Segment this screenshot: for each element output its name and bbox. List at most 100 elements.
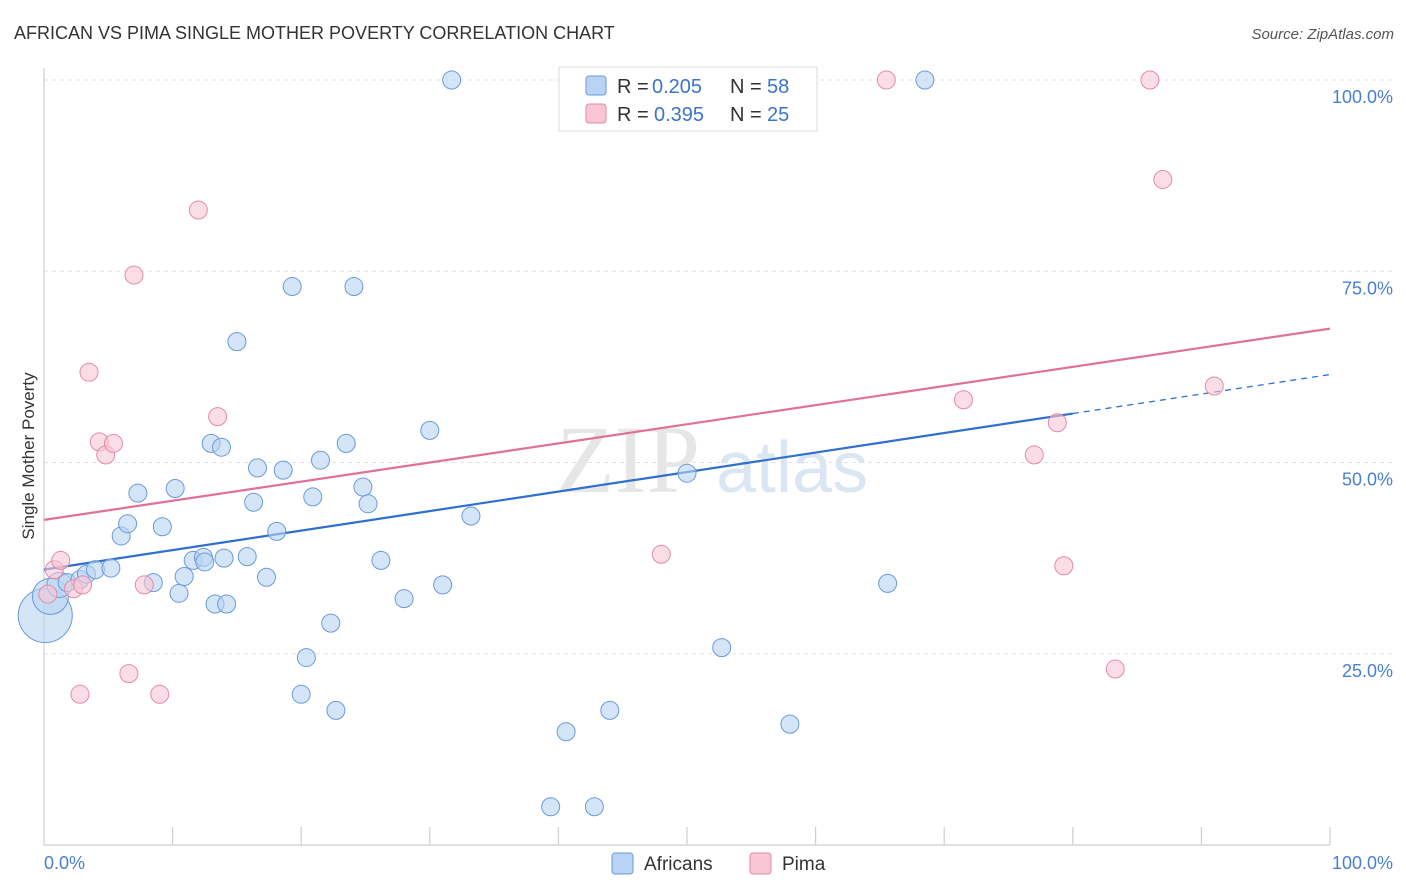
africans-point-23 xyxy=(214,548,234,568)
africans-point-26 xyxy=(244,492,264,512)
trend-line-africans-extension xyxy=(1072,373,1331,415)
legend-r-value-africans: 0.205 xyxy=(652,76,702,98)
chart-title: AFRICAN VS PIMA SINGLE MOTHER POVERTY CO… xyxy=(14,23,615,43)
africans-point-51 xyxy=(600,700,620,720)
legend-n-value-africans: 58 xyxy=(767,76,789,98)
africans-point-7 xyxy=(101,558,121,578)
pima-point-13 xyxy=(150,684,170,704)
africans-point-48 xyxy=(541,797,561,817)
pima-point-2 xyxy=(51,550,71,570)
chart-source: Source: ZipAtlas.com xyxy=(1251,26,1394,43)
africans-point-33 xyxy=(296,648,316,668)
africans-point-12 xyxy=(152,517,172,537)
x-axis-ticks xyxy=(172,827,1331,845)
pima-point-17 xyxy=(876,70,896,90)
legend-swatch-africans xyxy=(585,75,607,96)
y-tick-label-25: 25.0% xyxy=(1342,661,1393,681)
pima-point-21 xyxy=(1054,556,1074,576)
pima-point-5 xyxy=(73,575,93,595)
y-tick-label-50: 50.0% xyxy=(1342,470,1393,490)
africans-point-38 xyxy=(336,433,356,453)
pima-point-16 xyxy=(651,544,671,564)
bottom-legend-swatch-africans xyxy=(611,852,634,875)
legend-box: R = 0.205 N = 58 R = 0.395 N = 25 xyxy=(558,66,818,132)
africans-point-28 xyxy=(256,567,276,587)
africans-point-21 xyxy=(217,594,237,614)
bottom-legend: Africans Pima xyxy=(611,852,826,875)
africans-point-24 xyxy=(227,332,247,352)
africans-point-36 xyxy=(321,613,341,633)
africans-point-34 xyxy=(303,487,323,507)
africans-point-10 xyxy=(128,483,148,503)
africans-point-43 xyxy=(394,589,414,609)
pima-point-19 xyxy=(1024,445,1044,465)
pima-point-11 xyxy=(124,265,144,285)
x-tick-label-max: 100.0% xyxy=(1332,853,1393,873)
pima-point-6 xyxy=(79,362,99,382)
pima-point-9 xyxy=(103,433,123,453)
bottom-legend-label-africans: Africans xyxy=(644,854,713,875)
legend-n-value-pima: 25 xyxy=(767,104,789,126)
trend-line-pima xyxy=(43,327,1331,521)
legend-n-label-pima: N = xyxy=(730,104,762,126)
bottom-legend-swatch-pima xyxy=(749,852,772,875)
pima-point-18 xyxy=(953,390,973,410)
watermark-zip: ZIP xyxy=(556,406,700,513)
africans-point-39 xyxy=(344,277,364,297)
y-axis-label: Single Mother Poverty xyxy=(19,372,38,540)
africans-point-29 xyxy=(267,521,287,541)
africans-points xyxy=(17,70,935,817)
pima-point-15 xyxy=(208,407,228,427)
africans-point-44 xyxy=(420,420,440,440)
africans-point-54 xyxy=(780,714,800,734)
trend-line-africans xyxy=(43,412,1073,571)
africans-point-32 xyxy=(291,684,311,704)
pima-points xyxy=(38,70,1224,704)
africans-point-20 xyxy=(211,437,231,457)
africans-point-57 xyxy=(915,70,935,90)
africans-point-47 xyxy=(461,506,481,526)
africans-point-35 xyxy=(310,450,330,470)
africans-point-41 xyxy=(358,494,378,514)
trend-lines xyxy=(43,327,1331,571)
pima-point-4 xyxy=(70,684,90,704)
bottom-legend-label-pima: Pima xyxy=(782,854,826,875)
pima-point-10 xyxy=(119,664,139,684)
africans-point-30 xyxy=(273,460,293,480)
africans-point-31 xyxy=(282,277,302,297)
legend-r-label-africans: R = xyxy=(617,76,649,98)
africans-point-40 xyxy=(353,477,373,497)
pima-point-24 xyxy=(1153,169,1173,189)
pima-point-12 xyxy=(134,575,154,595)
legend-swatch-pima xyxy=(585,103,607,124)
africans-point-37 xyxy=(326,700,346,720)
africans-point-53 xyxy=(712,638,732,658)
pima-point-23 xyxy=(1140,70,1160,90)
legend-r-label-pima: R = xyxy=(617,104,649,126)
africans-point-13 xyxy=(165,479,185,499)
africans-point-15 xyxy=(174,566,194,586)
pima-point-22 xyxy=(1105,659,1125,679)
africans-point-56 xyxy=(878,573,898,593)
africans-point-27 xyxy=(247,458,267,478)
africans-point-45 xyxy=(433,575,453,595)
pima-point-14 xyxy=(188,200,208,220)
pima-point-0 xyxy=(38,584,58,604)
y-tick-label-75: 75.0% xyxy=(1342,278,1393,298)
legend-r-value-pima: 0.395 xyxy=(654,104,704,126)
pima-point-20 xyxy=(1047,413,1067,433)
gridlines xyxy=(44,79,1392,655)
legend-n-label-africans: N = xyxy=(730,76,762,98)
pima-point-25 xyxy=(1204,376,1224,396)
africans-point-46 xyxy=(442,70,462,90)
y-tick-label-100: 100.0% xyxy=(1332,87,1393,107)
africans-point-42 xyxy=(371,550,391,570)
y-axis-tick-labels: 25.0% 50.0% 75.0% 100.0% xyxy=(1332,87,1393,681)
watermark-atlas: atlas xyxy=(716,428,868,508)
africans-point-14 xyxy=(169,583,189,603)
africans-point-22 xyxy=(195,552,215,572)
africans-point-50 xyxy=(584,797,604,817)
africans-point-9 xyxy=(118,514,138,534)
africans-point-25 xyxy=(237,547,257,567)
